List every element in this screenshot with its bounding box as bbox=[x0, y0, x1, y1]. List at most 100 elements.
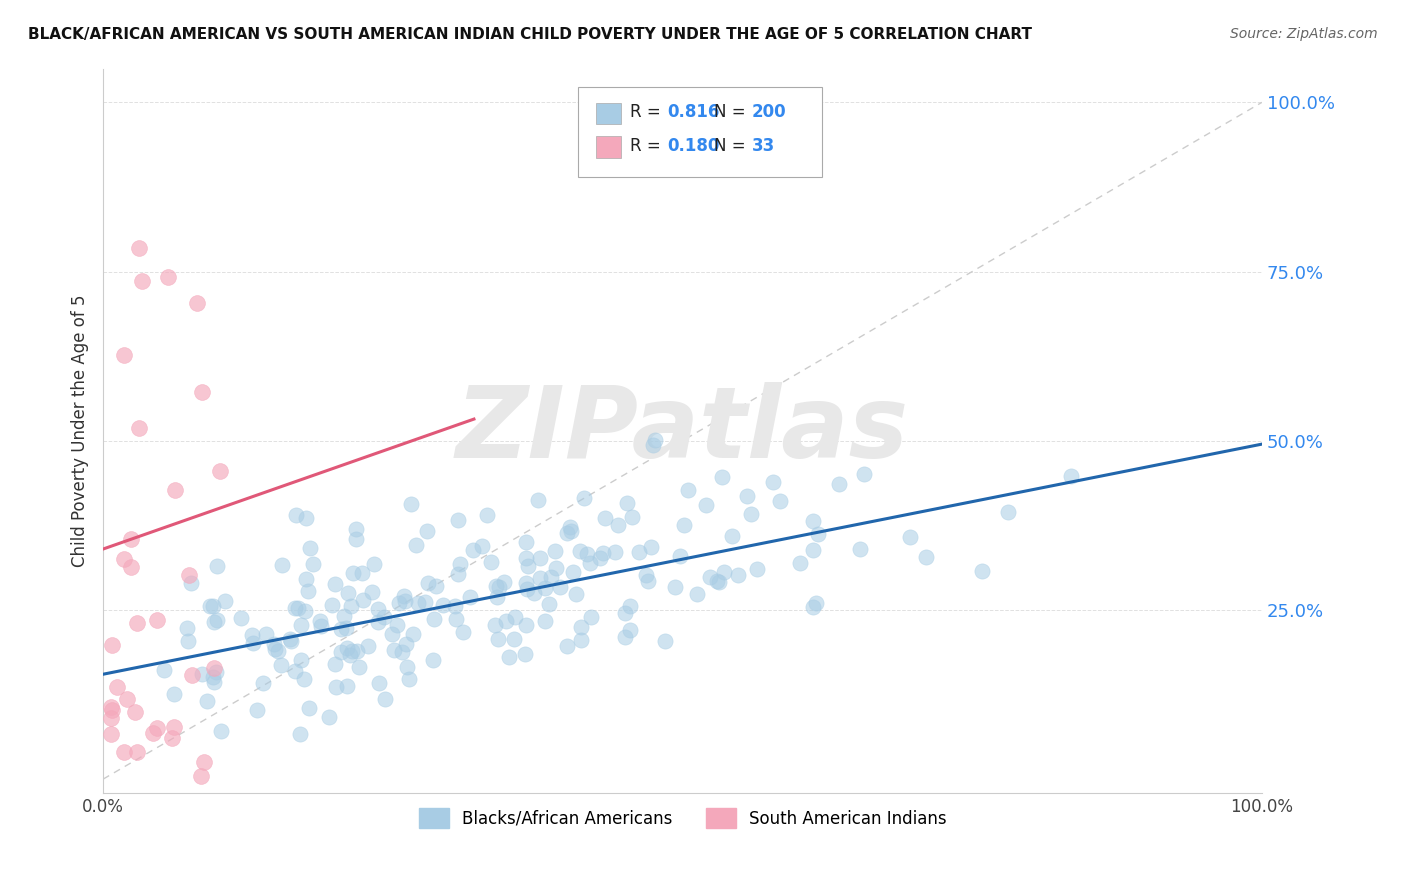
Point bbox=[205, 613, 228, 627]
Point bbox=[413, 595, 436, 609]
Point bbox=[1059, 469, 1081, 483]
Point bbox=[418, 576, 440, 591]
Point bbox=[654, 634, 676, 648]
Point bbox=[302, 557, 325, 571]
Point bbox=[399, 497, 422, 511]
Text: ZIPatlas: ZIPatlas bbox=[456, 382, 910, 479]
Point bbox=[637, 574, 659, 588]
Point bbox=[284, 601, 307, 615]
Point bbox=[290, 653, 312, 667]
Point bbox=[385, 617, 408, 632]
Point bbox=[294, 672, 316, 686]
Point bbox=[357, 639, 380, 653]
Point bbox=[422, 653, 444, 667]
Point bbox=[309, 618, 332, 632]
Point bbox=[575, 547, 598, 561]
Point bbox=[100, 699, 122, 714]
Point bbox=[721, 529, 744, 543]
Point bbox=[614, 606, 637, 620]
Point bbox=[516, 582, 538, 596]
Point bbox=[406, 596, 429, 610]
Point bbox=[713, 565, 735, 579]
Point bbox=[288, 727, 311, 741]
Point bbox=[153, 664, 176, 678]
Point bbox=[485, 590, 508, 604]
Point bbox=[252, 676, 274, 690]
Point bbox=[350, 566, 373, 581]
Point bbox=[555, 526, 578, 541]
Point bbox=[669, 549, 692, 563]
Point bbox=[318, 709, 340, 723]
Point bbox=[131, 274, 153, 288]
Point bbox=[176, 621, 198, 635]
FancyBboxPatch shape bbox=[596, 136, 621, 158]
Text: N =: N = bbox=[714, 103, 751, 121]
FancyBboxPatch shape bbox=[596, 103, 621, 124]
Point bbox=[120, 559, 142, 574]
Text: R =: R = bbox=[630, 103, 666, 121]
Point bbox=[405, 538, 427, 552]
Point bbox=[444, 612, 467, 626]
Point bbox=[588, 550, 610, 565]
Point bbox=[205, 558, 228, 573]
Point bbox=[664, 580, 686, 594]
Point bbox=[560, 524, 582, 538]
Point bbox=[471, 540, 494, 554]
Point bbox=[544, 544, 567, 558]
Point bbox=[240, 628, 263, 642]
Point bbox=[180, 576, 202, 591]
Point bbox=[246, 703, 269, 717]
Point bbox=[391, 645, 413, 659]
Point bbox=[569, 620, 592, 634]
Point bbox=[447, 566, 470, 581]
Point bbox=[201, 599, 224, 614]
Text: N =: N = bbox=[714, 137, 751, 155]
Point bbox=[395, 660, 418, 674]
Point bbox=[515, 535, 537, 549]
Point bbox=[181, 667, 204, 681]
Point bbox=[801, 514, 824, 528]
Point bbox=[804, 596, 827, 610]
Point bbox=[900, 530, 922, 544]
Point bbox=[807, 526, 830, 541]
Point bbox=[339, 599, 361, 613]
Point bbox=[101, 638, 124, 652]
Point bbox=[641, 438, 664, 452]
Point bbox=[479, 555, 502, 569]
Point bbox=[115, 692, 138, 706]
Point bbox=[747, 562, 769, 576]
Point bbox=[853, 467, 876, 481]
FancyBboxPatch shape bbox=[578, 87, 821, 178]
Point bbox=[513, 647, 536, 661]
Text: 200: 200 bbox=[752, 103, 787, 121]
Point bbox=[614, 630, 637, 644]
Point bbox=[801, 543, 824, 558]
Point bbox=[394, 593, 416, 607]
Point bbox=[997, 505, 1019, 519]
Point bbox=[363, 557, 385, 571]
Point bbox=[294, 604, 316, 618]
Point bbox=[517, 559, 540, 574]
Point bbox=[789, 556, 811, 570]
Point bbox=[540, 570, 562, 584]
Point bbox=[569, 633, 592, 648]
Point bbox=[619, 624, 641, 638]
Point bbox=[162, 687, 184, 701]
Text: Source: ZipAtlas.com: Source: ZipAtlas.com bbox=[1230, 27, 1378, 41]
Point bbox=[128, 241, 150, 255]
Point bbox=[100, 711, 122, 725]
Point bbox=[165, 483, 187, 498]
Point bbox=[915, 550, 938, 565]
Point bbox=[451, 625, 474, 640]
Point bbox=[515, 617, 537, 632]
Point bbox=[644, 433, 666, 447]
Point bbox=[374, 692, 396, 706]
Point bbox=[344, 532, 367, 546]
Point bbox=[592, 546, 614, 560]
Point bbox=[495, 614, 517, 628]
Point bbox=[209, 724, 232, 739]
Point bbox=[640, 541, 662, 555]
Point bbox=[740, 508, 762, 522]
Point bbox=[387, 596, 409, 610]
Point bbox=[156, 270, 179, 285]
